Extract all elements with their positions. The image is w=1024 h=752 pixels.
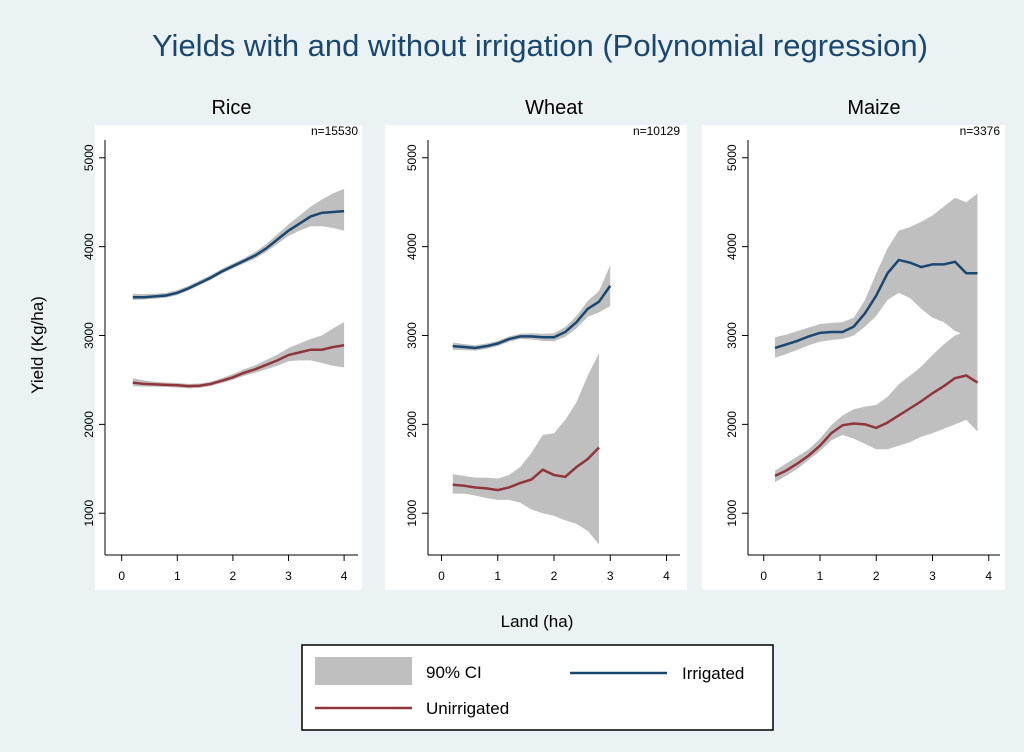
y-tick-label: 4000 xyxy=(725,233,739,260)
x-axis-label: Land (ha) xyxy=(501,612,574,631)
x-tick-label: 3 xyxy=(929,569,936,583)
legend-label: Irrigated xyxy=(682,664,744,683)
y-tick-label: 2000 xyxy=(405,411,419,438)
y-tick-label: 2000 xyxy=(725,411,739,438)
annotation: n=3376 xyxy=(960,124,1001,138)
x-tick-label: 0 xyxy=(438,569,445,583)
x-tick-label: 3 xyxy=(285,569,292,583)
y-tick-label: 3000 xyxy=(82,322,96,349)
y-tick-label: 5000 xyxy=(405,144,419,171)
panel-background xyxy=(385,125,687,590)
y-tick-label: 3000 xyxy=(725,322,739,349)
line xyxy=(132,209,345,299)
y-tick-label: 3000 xyxy=(405,322,419,349)
line xyxy=(774,374,979,478)
x-tick-label: 2 xyxy=(230,569,237,583)
y-tick-label: 4000 xyxy=(405,233,419,260)
panel-title: Wheat xyxy=(525,97,583,119)
y-tick-label: 2000 xyxy=(82,411,96,438)
annotation: n=10129 xyxy=(633,124,680,138)
line xyxy=(452,285,612,350)
x-tick-label: 2 xyxy=(551,569,558,583)
x-tick-label: 0 xyxy=(118,569,125,583)
y-axis-label: Yield (Kg/ha) xyxy=(28,296,47,394)
chart-title: Yields with and without irrigation (Poly… xyxy=(152,28,928,63)
x-tick-label: 4 xyxy=(341,569,348,583)
x-tick-label: 1 xyxy=(174,569,181,583)
ci-band xyxy=(452,265,611,351)
legend-swatch xyxy=(315,657,412,685)
ci-band xyxy=(452,353,599,545)
line xyxy=(774,258,978,350)
ci-band xyxy=(132,188,345,300)
y-tick-label: 4000 xyxy=(82,233,96,260)
ci-band xyxy=(775,193,978,358)
x-tick-label: 3 xyxy=(607,569,614,583)
line xyxy=(132,344,345,388)
legend-label: Unirrigated xyxy=(426,699,509,718)
x-tick-label: 1 xyxy=(817,569,824,583)
y-tick-label: 1000 xyxy=(82,500,96,527)
panel-title: Maize xyxy=(847,97,900,119)
annotation: n=15530 xyxy=(311,124,358,138)
x-tick-label: 4 xyxy=(663,569,670,583)
y-tick-label: 5000 xyxy=(725,144,739,171)
y-tick-label: 5000 xyxy=(82,144,96,171)
y-tick-label: 1000 xyxy=(405,500,419,527)
x-tick-label: 0 xyxy=(760,569,767,583)
legend-label: 90% CI xyxy=(426,663,482,682)
ci-band xyxy=(775,331,978,483)
y-tick-label: 1000 xyxy=(725,500,739,527)
panel-title: Rice xyxy=(211,97,251,119)
x-tick-label: 4 xyxy=(985,569,992,583)
line xyxy=(452,446,600,492)
x-tick-label: 2 xyxy=(873,569,880,583)
x-tick-label: 1 xyxy=(494,569,501,583)
